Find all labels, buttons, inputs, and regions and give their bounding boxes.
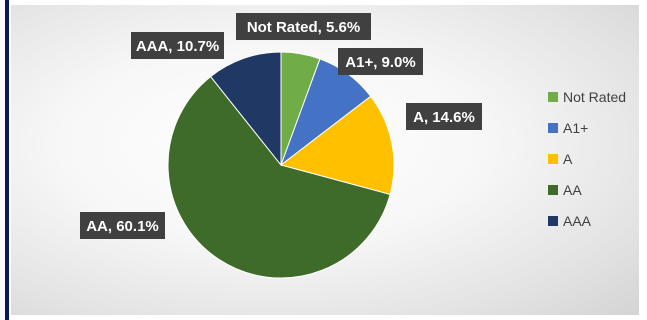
data-label-text: A1+, 9.0% <box>345 54 415 71</box>
data-label-aaa: AAA, 10.7% <box>131 32 224 59</box>
data-label-text: A, 14.6% <box>413 109 475 126</box>
left-border <box>0 0 11 320</box>
legend-item-a: A <box>548 151 573 167</box>
data-label-box <box>236 13 371 40</box>
legend-item-not-rated: Not Rated <box>548 89 626 105</box>
data-label-text: Not Rated, 5.6% <box>247 19 360 36</box>
legend-label: A1+ <box>563 120 588 136</box>
data-label-not-rated: Not Rated, 5.6% <box>236 13 371 40</box>
legend-swatch <box>548 123 558 133</box>
legend-label: AAA <box>563 213 592 229</box>
data-label-a: A, 14.6% <box>406 103 482 130</box>
right-border <box>639 0 647 320</box>
legend-item-a1: A1+ <box>548 120 588 136</box>
data-label-aa: AA, 60.1% <box>80 212 165 239</box>
pie-slice-a <box>279 95 395 196</box>
pie-slice-aaa <box>209 51 282 167</box>
data-label-a1: A1+, 9.0% <box>338 48 423 75</box>
legend-label: AA <box>563 182 582 198</box>
legend-label: A <box>563 151 573 167</box>
legend-label: Not Rated <box>563 89 626 105</box>
legend-swatch <box>548 92 558 102</box>
data-label-box <box>338 48 423 75</box>
pie-slice-aa <box>167 75 391 279</box>
legend-swatch <box>548 154 558 164</box>
top-border <box>0 0 647 5</box>
legend-swatch <box>548 216 558 226</box>
bottom-border <box>0 315 647 320</box>
data-label-box <box>80 212 165 239</box>
data-label-box <box>406 103 482 130</box>
data-label-text: AAA, 10.7% <box>136 38 219 55</box>
legend-item-aa: AA <box>548 182 582 198</box>
data-label-box <box>131 32 224 59</box>
legend-item-aaa: AAA <box>548 213 592 229</box>
data-label-text: AA, 60.1% <box>86 218 159 235</box>
legend-swatch <box>548 185 558 195</box>
